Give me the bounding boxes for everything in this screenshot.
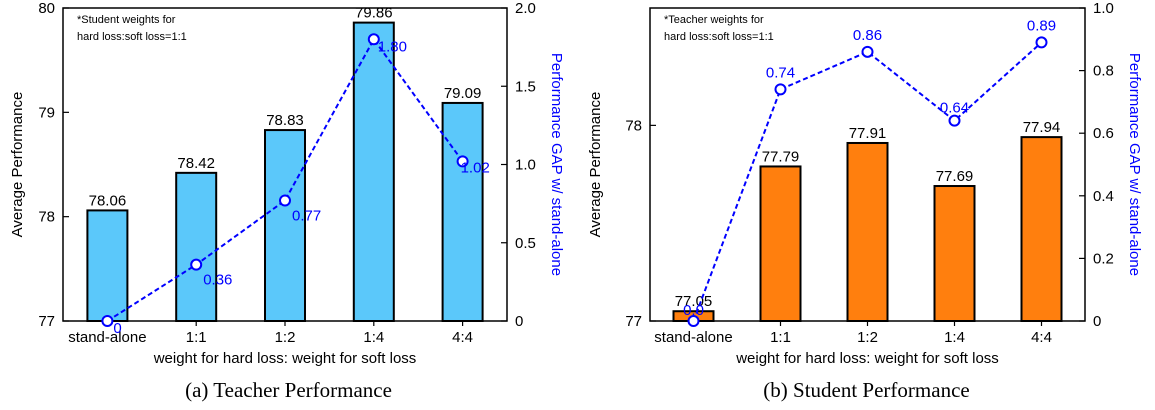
bar-value-label: 77.69	[936, 168, 974, 185]
y2-tick-label: 0.6	[1093, 125, 1114, 142]
bar	[933, 185, 976, 322]
bar	[759, 165, 802, 322]
x-tick-label: 1:1	[770, 329, 791, 346]
bar-value-label: 78.42	[177, 155, 215, 172]
gap-point	[687, 315, 700, 327]
y-tick-label: 80	[38, 0, 55, 17]
bar	[86, 209, 129, 322]
gap-value-label: 0.86	[853, 27, 882, 44]
bar	[441, 101, 484, 323]
gap-point	[774, 83, 787, 96]
y2-tick-label: 1.0	[1093, 0, 1114, 17]
bar	[846, 141, 889, 322]
bar-value-label: 78.06	[89, 192, 127, 209]
gap-value-label: 1.80	[378, 38, 407, 55]
y-axis-label: Average Performance	[9, 92, 26, 238]
x-tick-label: 1:2	[857, 329, 878, 346]
teacher-performance-chart: 78.06 78.42 78.83 79.86 79.09 77 78 79 80 0 0.5 1.0…	[9, 0, 565, 367]
gap-value-label: 0.77	[292, 207, 321, 224]
note-text: *Student weights for	[77, 14, 176, 26]
y-tick-label: 78	[625, 117, 642, 134]
gap-value-label: 0.64	[940, 100, 969, 117]
y2-tick-label: 2.0	[515, 0, 536, 17]
bar	[175, 171, 218, 322]
chart-caption: (a) Teacher Performance	[185, 378, 392, 402]
gap-point	[279, 194, 291, 207]
gap-point	[861, 45, 874, 58]
y-tick-label: 78	[38, 209, 55, 226]
chart-panel-student: 77.05 77.79 77.91 77.69 77.94 77 78 0 0.2 0.4 0.6 0…	[578, 0, 1155, 410]
gap-value-label: 0.36	[203, 272, 232, 289]
chart-caption: (b) Student Performance	[763, 378, 970, 402]
gap-line	[692, 41, 1043, 322]
note-text: hard loss:soft loss=1:1	[664, 31, 774, 43]
y-tick-label: 77	[38, 313, 55, 330]
x-tick-label: 4:4	[1031, 329, 1052, 346]
y2-tick-label: 0	[1093, 313, 1101, 330]
y-tick-label: 79	[38, 104, 55, 121]
x-tick-label: 1:2	[275, 329, 296, 346]
y-axis-label: Average Performance	[587, 92, 604, 238]
y2-axis-label: Performance GAP w/ stand-alone	[1126, 53, 1143, 276]
x-tick-label: 1:4	[944, 329, 965, 346]
gap-point	[101, 315, 114, 327]
y2-tick-label: 1.0	[515, 157, 536, 174]
student-performance-chart: 77.0577.7977.9177.6977.94777800.20.40.60…	[587, 0, 1143, 367]
note-text: *Teacher weights for	[664, 14, 764, 26]
bar-value-label: 77.94	[1023, 119, 1061, 136]
bar-value-label: 78.83	[266, 112, 304, 129]
chart-panel-teacher: 78.06 78.42 78.83 79.86 79.09 77 78 79 80 0 0.5 1.0…	[0, 0, 577, 410]
y2-tick-label: 0.2	[1093, 250, 1114, 267]
bar	[1020, 136, 1063, 322]
x-tick-label: 1:4	[363, 329, 384, 346]
bar	[352, 21, 395, 323]
bar-value-label: 79.86	[355, 5, 393, 22]
gap-value-label: 0	[113, 320, 121, 337]
gap-point	[456, 155, 469, 168]
gap-value-label: 0.89	[1027, 17, 1056, 34]
x-tick-label: 4:4	[452, 329, 473, 346]
y2-tick-label: 0.8	[1093, 63, 1114, 80]
bar-value-label: 77.91	[849, 125, 887, 142]
y2-tick-label: 1.5	[515, 78, 536, 95]
y-tick-label: 77	[625, 313, 642, 330]
x-axis-label: weight for hard loss: weight for soft lo…	[153, 350, 417, 367]
gap-point	[367, 33, 380, 46]
y2-tick-label: 0.4	[1093, 188, 1114, 205]
y2-axis-label: Performance GAP w/ stand-alone	[548, 53, 565, 276]
x-axis-label: weight for hard loss: weight for soft lo…	[735, 350, 999, 367]
gap-line	[106, 37, 464, 322]
x-tick-label: 1:1	[186, 329, 207, 346]
bar	[264, 129, 306, 322]
gap-point	[1035, 36, 1048, 49]
gap-value-label: 0.74	[766, 64, 795, 81]
y2-tick-label: 0.5	[515, 235, 536, 252]
x-tick-label: stand-alone	[654, 329, 732, 346]
gap-value-label: 0.0	[683, 302, 704, 319]
y2-tick-label: 0	[515, 313, 523, 330]
gap-point	[190, 258, 203, 271]
bar-value-label: 77.79	[762, 148, 800, 165]
gap-point	[948, 114, 961, 127]
bar-value-label: 79.09	[444, 85, 482, 102]
x-tick-label: stand-alone	[68, 329, 146, 346]
gap-value-label: 1.02	[461, 159, 490, 176]
note-text: hard loss:soft loss=1:1	[77, 31, 187, 43]
